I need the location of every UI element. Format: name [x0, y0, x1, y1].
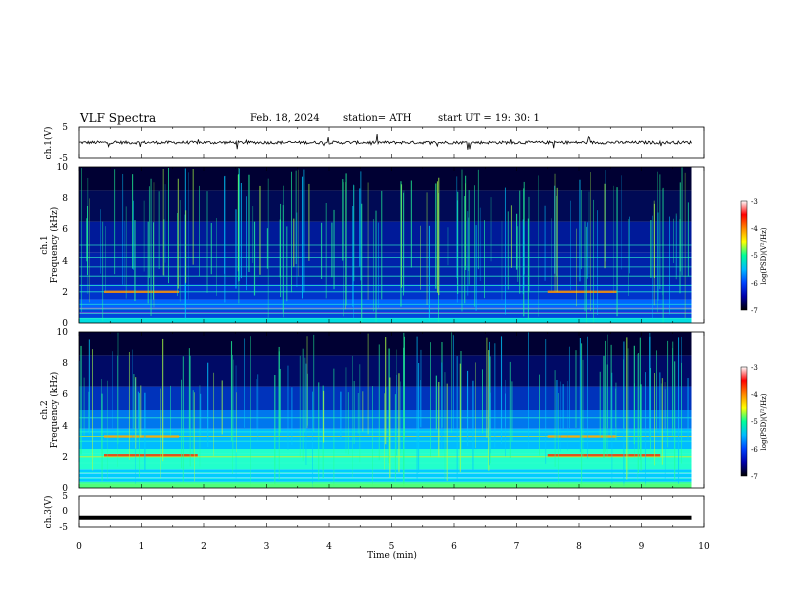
ch3-waveform-ylabel: ch.3(V) [43, 496, 54, 529]
ch2-spec-ytick-8: 8 [62, 359, 68, 369]
ch1-spec-ytick-0: 0 [62, 319, 68, 329]
ch1-spec-ytick-6: 6 [62, 225, 68, 235]
ch1-spec-ytick-4: 4 [62, 257, 68, 267]
ch1-colorbar-label: log(PSD)(V²/Hz) [760, 227, 768, 284]
ch2-colorbar-tick-neg4: -4 [751, 391, 758, 399]
ch2-colorbar-tick-neg6: -6 [751, 446, 758, 454]
x-tick-label: 6 [451, 542, 457, 552]
ch2-spec-ytick-2: 2 [62, 453, 68, 463]
ch2-colorbar-tick-neg3: -3 [751, 364, 758, 372]
ch3-ytick-0: 0 [62, 507, 68, 517]
x-tick-label: 3 [264, 542, 270, 552]
spectrogram-band [79, 167, 692, 191]
x-tick-label: 10 [698, 542, 710, 552]
ch1-spec-ytick-2: 2 [62, 288, 68, 298]
emission-band [547, 435, 617, 438]
chart-title: VLF Spectra [80, 111, 157, 125]
ch1-waveform-panel: 5 -5 ch.1(V) [43, 123, 705, 164]
ch1-spec-channel-label: ch.1 [40, 235, 50, 254]
x-tick-label: 4 [326, 542, 332, 552]
x-axis-label: Time (min) [367, 550, 417, 561]
ch2-spectrogram-image [78, 332, 692, 488]
ch1-colorbar-tick-neg7: -7 [751, 307, 758, 315]
ch3-ytick-neg5: -5 [59, 523, 68, 533]
ch1-ytick-5: 5 [62, 123, 68, 133]
x-tick-label: 0 [76, 542, 82, 552]
spectrogram-band [79, 449, 692, 470]
spectrogram-band [79, 299, 692, 308]
ch1-ytick-neg5: -5 [59, 154, 68, 164]
ch2-spec-ytick-6: 6 [62, 390, 68, 400]
spectrogram-band [79, 221, 692, 253]
spectrogram-base [79, 318, 692, 323]
spectrogram-base [79, 483, 692, 488]
spectrogram-band [79, 190, 692, 222]
ch1-colorbar-tick-neg6: -6 [751, 280, 758, 288]
ch1-colorbar-tick-neg3: -3 [751, 198, 758, 206]
ch1-waveform-ylabel: ch.1(V) [43, 127, 54, 160]
emission-band [104, 290, 179, 293]
ch2-colorbar-label: log(PSD)(V²/Hz) [760, 393, 768, 450]
ch2-colorbar [740, 366, 748, 477]
emission-band [104, 454, 198, 457]
x-tick-label: 8 [576, 542, 582, 552]
ch2-colorbar-tick-neg5: -5 [751, 418, 758, 426]
start-ut-label: start UT = 19: 30: 1 [438, 113, 540, 124]
ch1-spec-ytick-10: 10 [57, 163, 69, 173]
ch2-spec-ylabel: Frequency (kHz) [49, 372, 60, 449]
ch2-spec-channel-label: ch.2 [40, 400, 50, 419]
x-tick-label: 5 [389, 542, 395, 552]
ch2-spec-ytick-4: 4 [62, 422, 68, 432]
ch1-colorbar-tick-neg5: -5 [751, 252, 758, 260]
ch1-spectrogram-image [79, 167, 692, 323]
x-tick-label: 1 [139, 542, 145, 552]
date-label: Feb. 18, 2024 [250, 113, 320, 124]
ch2-spectrogram-panel: 0 2 4 6 8 10 ch.2 Frequency (kHz) -3 -4 … [40, 328, 768, 494]
ch1-waveform-line [78, 134, 692, 150]
ch1-colorbar [740, 200, 748, 311]
ch1-colorbar-tick-neg4: -4 [751, 225, 758, 233]
x-tick-label: 7 [514, 542, 520, 552]
ch2-spec-ytick-10: 10 [57, 328, 69, 338]
ch3-ytick-5: 5 [62, 492, 68, 502]
ch1-spec-ylabel: Frequency (kHz) [49, 207, 60, 284]
ch3-waveform-panel: 5 0 -5 ch.3(V) [43, 492, 705, 533]
ch3-waveform-frame [78, 495, 705, 528]
x-tick-label: 2 [201, 542, 207, 552]
ch2-spec-ytick-0: 0 [62, 484, 68, 494]
x-tick-label: 9 [639, 542, 645, 552]
ch1-spec-ytick-8: 8 [62, 194, 68, 204]
ch1-spectrogram-panel: 0 2 4 6 8 10 ch.1 Frequency (kHz) -3 -4 … [40, 163, 768, 329]
ch2-colorbar-tick-neg7: -7 [751, 473, 758, 481]
spectrogram-band [79, 252, 692, 284]
emission-band [104, 435, 179, 438]
station-label: station= ATH [343, 113, 412, 124]
emission-band [547, 290, 617, 293]
spectrogram-band [79, 469, 692, 482]
